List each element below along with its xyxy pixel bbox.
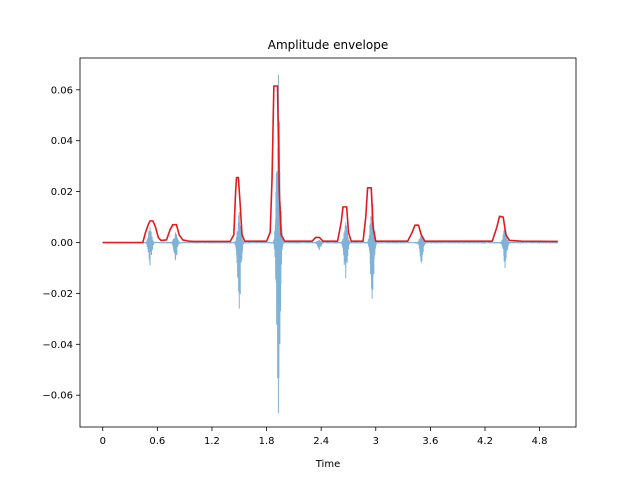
- envelope-series-line: [102, 85, 558, 244]
- y-tick-label: −0.02: [42, 289, 73, 300]
- y-tick-label: 0.02: [51, 187, 73, 198]
- x-tick-label: 2.4: [313, 436, 329, 447]
- x-tick-label: 4.2: [477, 436, 493, 447]
- x-tick-label: 3.6: [422, 436, 438, 447]
- y-tick-label: 0.04: [51, 136, 73, 147]
- chart-title: Amplitude envelope: [268, 38, 388, 52]
- y-tick-label: 0.06: [51, 85, 73, 96]
- x-tick-label: 1.2: [204, 436, 220, 447]
- x-tick-label: 3: [373, 436, 379, 447]
- x-tick-label: 0.6: [149, 436, 165, 447]
- x-tick-label: 1.8: [259, 436, 275, 447]
- y-tick-label: −0.06: [42, 391, 73, 402]
- y-axis: −0.06 −0.04 −0.02 0.00 0.02 0.04 0.06: [42, 85, 80, 402]
- x-axis-label: Time: [315, 459, 340, 470]
- y-tick-label: −0.04: [42, 340, 73, 351]
- x-axis: 0 0.6 1.2 1.8 2.4 3 3.6 4.2 4.8: [100, 427, 548, 447]
- plot-area: [79, 57, 577, 428]
- x-tick-label: 4.8: [532, 436, 548, 447]
- x-tick-label: 0: [100, 436, 106, 447]
- y-tick-label: 0.00: [51, 238, 73, 249]
